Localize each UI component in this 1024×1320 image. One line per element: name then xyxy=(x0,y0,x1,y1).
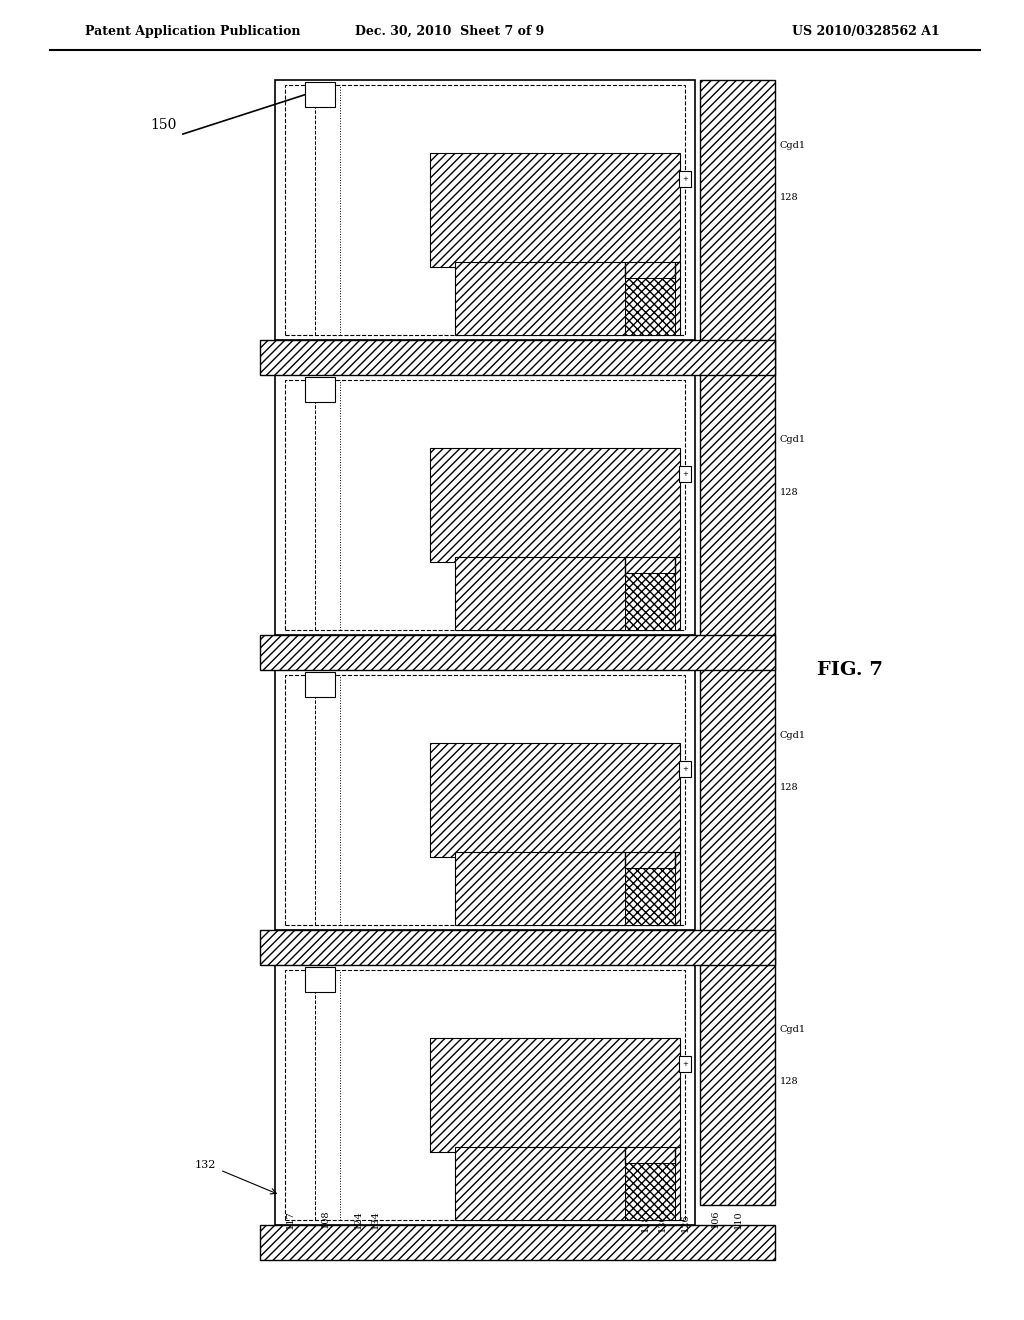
Bar xyxy=(260,1225,775,1261)
Bar xyxy=(625,573,675,630)
Text: 132: 132 xyxy=(195,1160,216,1170)
Bar xyxy=(275,81,695,341)
Bar xyxy=(285,675,685,925)
Text: 128: 128 xyxy=(780,193,799,202)
Text: 118: 118 xyxy=(640,1213,649,1232)
Bar xyxy=(275,965,695,1225)
Bar xyxy=(679,170,691,187)
Text: +: + xyxy=(682,471,688,477)
Text: Dec. 30, 2010  Sheet 7 of 9: Dec. 30, 2010 Sheet 7 of 9 xyxy=(355,25,545,38)
Text: 126: 126 xyxy=(681,1213,689,1232)
Bar xyxy=(285,380,685,630)
Bar xyxy=(275,671,695,931)
Text: US 2010/0328562 A1: US 2010/0328562 A1 xyxy=(793,25,940,38)
Text: 108: 108 xyxy=(321,1210,330,1229)
Text: +: + xyxy=(682,1061,688,1067)
Bar xyxy=(625,277,675,335)
Text: 134: 134 xyxy=(371,1210,380,1229)
Text: 124: 124 xyxy=(353,1210,362,1229)
Bar xyxy=(260,341,775,375)
Bar xyxy=(679,466,691,482)
Bar xyxy=(430,1038,680,1152)
Text: 128: 128 xyxy=(780,1077,799,1086)
Bar xyxy=(455,853,680,925)
Text: 150: 150 xyxy=(150,117,176,132)
Text: +: + xyxy=(682,176,688,182)
Text: 106: 106 xyxy=(711,1210,720,1229)
Bar xyxy=(679,760,691,776)
Text: 128: 128 xyxy=(780,783,799,792)
Bar xyxy=(305,968,335,993)
Bar xyxy=(455,557,680,630)
Bar xyxy=(625,1163,675,1220)
Bar xyxy=(305,672,335,697)
Bar xyxy=(430,447,680,562)
Bar xyxy=(285,970,685,1220)
Text: Cgd1: Cgd1 xyxy=(780,1026,806,1035)
Bar xyxy=(430,743,680,857)
Text: Patent Application Publication: Patent Application Publication xyxy=(85,25,300,38)
Bar xyxy=(430,153,680,267)
Bar xyxy=(275,375,695,635)
Bar xyxy=(625,867,675,925)
Bar xyxy=(260,635,775,671)
Bar xyxy=(455,263,680,335)
Text: FIG. 7: FIG. 7 xyxy=(817,661,883,678)
Text: +: + xyxy=(682,766,688,772)
Bar xyxy=(285,84,685,335)
Bar xyxy=(305,378,335,403)
Bar xyxy=(260,931,775,965)
Bar xyxy=(679,1056,691,1072)
Text: Cgd1: Cgd1 xyxy=(780,140,806,149)
Text: Cgd1: Cgd1 xyxy=(780,436,806,445)
Text: Cgd1: Cgd1 xyxy=(780,730,806,739)
Bar xyxy=(700,81,775,1205)
Text: 117: 117 xyxy=(286,1210,295,1229)
Bar xyxy=(455,1147,680,1220)
Text: 128: 128 xyxy=(780,487,799,496)
Bar xyxy=(305,82,335,107)
Text: 130: 130 xyxy=(657,1213,667,1232)
Text: 110: 110 xyxy=(733,1210,742,1229)
